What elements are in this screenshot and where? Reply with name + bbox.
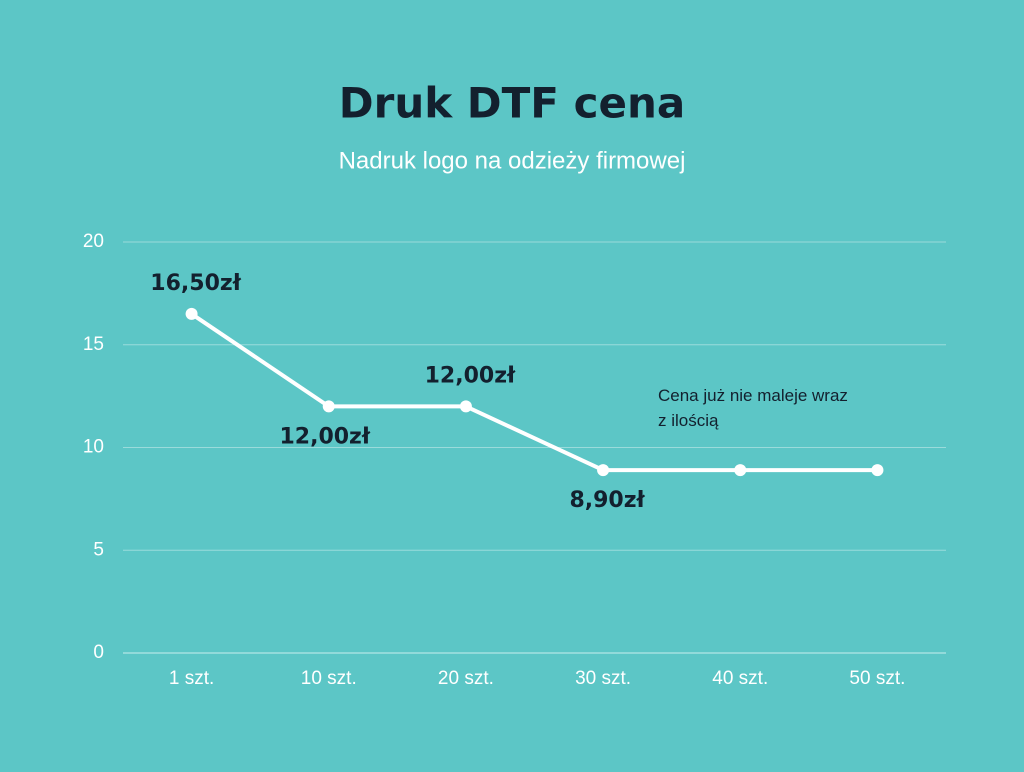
data-label: 16,50zł bbox=[150, 271, 241, 296]
y-tick-label: 10 bbox=[83, 437, 104, 458]
data-label: 12,00zł bbox=[425, 363, 516, 388]
point bbox=[322, 400, 335, 413]
point bbox=[185, 307, 198, 320]
y-tick-label: 5 bbox=[93, 539, 104, 560]
y-tick-label: 0 bbox=[93, 642, 104, 663]
x-tick-label: 1 szt. bbox=[169, 668, 214, 689]
point bbox=[871, 464, 884, 477]
x-tick-label: 20 szt. bbox=[438, 668, 494, 689]
x-tick-label: 10 szt. bbox=[301, 668, 357, 689]
chart-title: Druk DTF cena bbox=[339, 79, 685, 128]
chart-subtitle: Nadruk logo na odzieży firmowej bbox=[339, 147, 686, 174]
x-tick-label: 30 szt. bbox=[575, 668, 631, 689]
annotation: Cena już nie maleje wraz z ilością bbox=[658, 386, 848, 430]
point bbox=[459, 400, 472, 413]
point bbox=[597, 464, 610, 477]
line bbox=[190, 312, 878, 473]
data-label: 8,90zł bbox=[569, 488, 645, 513]
x-tick-label: 40 szt. bbox=[712, 668, 768, 689]
data-label: 12,00zł bbox=[279, 424, 370, 449]
x-tick-label: 50 szt. bbox=[849, 668, 905, 689]
y-tick-label: 20 bbox=[83, 231, 104, 252]
y-tick-label: 15 bbox=[83, 334, 104, 355]
point bbox=[734, 464, 747, 477]
